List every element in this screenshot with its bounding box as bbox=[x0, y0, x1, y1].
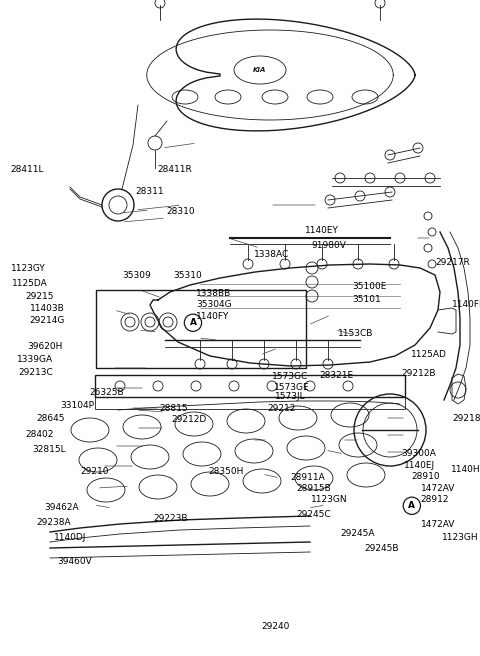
Text: 1472AV: 1472AV bbox=[421, 520, 456, 529]
Text: 1140EY: 1140EY bbox=[305, 226, 339, 236]
Text: 1573JL: 1573JL bbox=[275, 392, 305, 401]
Text: 28911A: 28911A bbox=[290, 473, 325, 482]
Text: 28910: 28910 bbox=[412, 472, 441, 482]
Text: 1338BB: 1338BB bbox=[196, 289, 231, 298]
Text: 35101: 35101 bbox=[352, 295, 381, 304]
Text: 1573GC: 1573GC bbox=[272, 372, 309, 381]
Bar bbox=[96, 290, 306, 368]
Text: 28915B: 28915B bbox=[297, 484, 331, 493]
Text: 28912: 28912 bbox=[420, 495, 449, 504]
Text: 28411L: 28411L bbox=[11, 165, 44, 174]
Text: 39300A: 39300A bbox=[401, 449, 436, 459]
Text: 39460V: 39460V bbox=[58, 557, 92, 566]
Text: A: A bbox=[190, 318, 196, 327]
Text: 1153CB: 1153CB bbox=[338, 329, 374, 338]
Text: KIA: KIA bbox=[253, 67, 267, 73]
Text: 1573GE: 1573GE bbox=[274, 382, 309, 392]
Text: 1123GN: 1123GN bbox=[311, 495, 348, 504]
Text: 29245A: 29245A bbox=[341, 529, 375, 539]
Text: 29218: 29218 bbox=[452, 414, 480, 423]
Text: 28815: 28815 bbox=[160, 403, 189, 413]
Text: 33104P: 33104P bbox=[60, 401, 94, 410]
Text: 29212D: 29212D bbox=[172, 415, 207, 424]
Text: 39620H: 39620H bbox=[27, 342, 62, 351]
Text: 1339GA: 1339GA bbox=[17, 355, 53, 364]
Text: A: A bbox=[408, 501, 415, 510]
Text: 1140DJ: 1140DJ bbox=[54, 533, 86, 543]
Text: 29223B: 29223B bbox=[154, 514, 188, 523]
Text: 29245B: 29245B bbox=[365, 544, 399, 553]
Text: 32815L: 32815L bbox=[33, 445, 66, 454]
Text: 29212: 29212 bbox=[268, 403, 296, 413]
Text: 11403B: 11403B bbox=[30, 304, 64, 313]
Text: 29215: 29215 bbox=[25, 292, 54, 301]
Text: 28321E: 28321E bbox=[319, 371, 353, 380]
Text: 1472AV: 1472AV bbox=[420, 484, 455, 493]
Text: 29238A: 29238A bbox=[36, 518, 71, 527]
Text: 28310: 28310 bbox=[166, 207, 195, 216]
Bar bbox=[95, 397, 405, 409]
Text: 35309: 35309 bbox=[122, 271, 151, 280]
Text: 29217R: 29217R bbox=[436, 258, 470, 267]
Text: 1140EJ: 1140EJ bbox=[404, 461, 435, 470]
Text: 35304G: 35304G bbox=[196, 300, 231, 309]
Text: 1125DA: 1125DA bbox=[12, 279, 48, 288]
Text: 1123GH: 1123GH bbox=[442, 533, 478, 543]
Text: 1140HB: 1140HB bbox=[451, 465, 480, 474]
Text: 29212B: 29212B bbox=[401, 369, 436, 379]
Text: 26325B: 26325B bbox=[89, 388, 124, 397]
Text: 1125AD: 1125AD bbox=[411, 350, 447, 359]
Text: 29210: 29210 bbox=[80, 466, 108, 476]
Text: 28645: 28645 bbox=[37, 414, 65, 423]
Text: 1123GY: 1123GY bbox=[11, 264, 46, 274]
Bar bbox=[95, 375, 405, 397]
Text: 29214G: 29214G bbox=[29, 316, 64, 325]
Text: 28402: 28402 bbox=[25, 430, 54, 439]
Text: 28350H: 28350H bbox=[208, 466, 244, 476]
Text: 1140FD: 1140FD bbox=[452, 300, 480, 309]
Text: 39462A: 39462A bbox=[44, 503, 79, 512]
Text: 28411R: 28411R bbox=[157, 165, 192, 174]
Text: 1140FY: 1140FY bbox=[196, 312, 229, 321]
Text: 35310: 35310 bbox=[174, 271, 203, 280]
Text: 29245C: 29245C bbox=[297, 510, 331, 519]
Text: 29240: 29240 bbox=[262, 622, 290, 631]
Text: 35100E: 35100E bbox=[352, 281, 387, 291]
Text: 1338AC: 1338AC bbox=[254, 250, 289, 259]
Text: 91980V: 91980V bbox=[311, 241, 346, 250]
Text: 28311: 28311 bbox=[135, 187, 164, 196]
Text: 29213C: 29213C bbox=[18, 368, 53, 377]
